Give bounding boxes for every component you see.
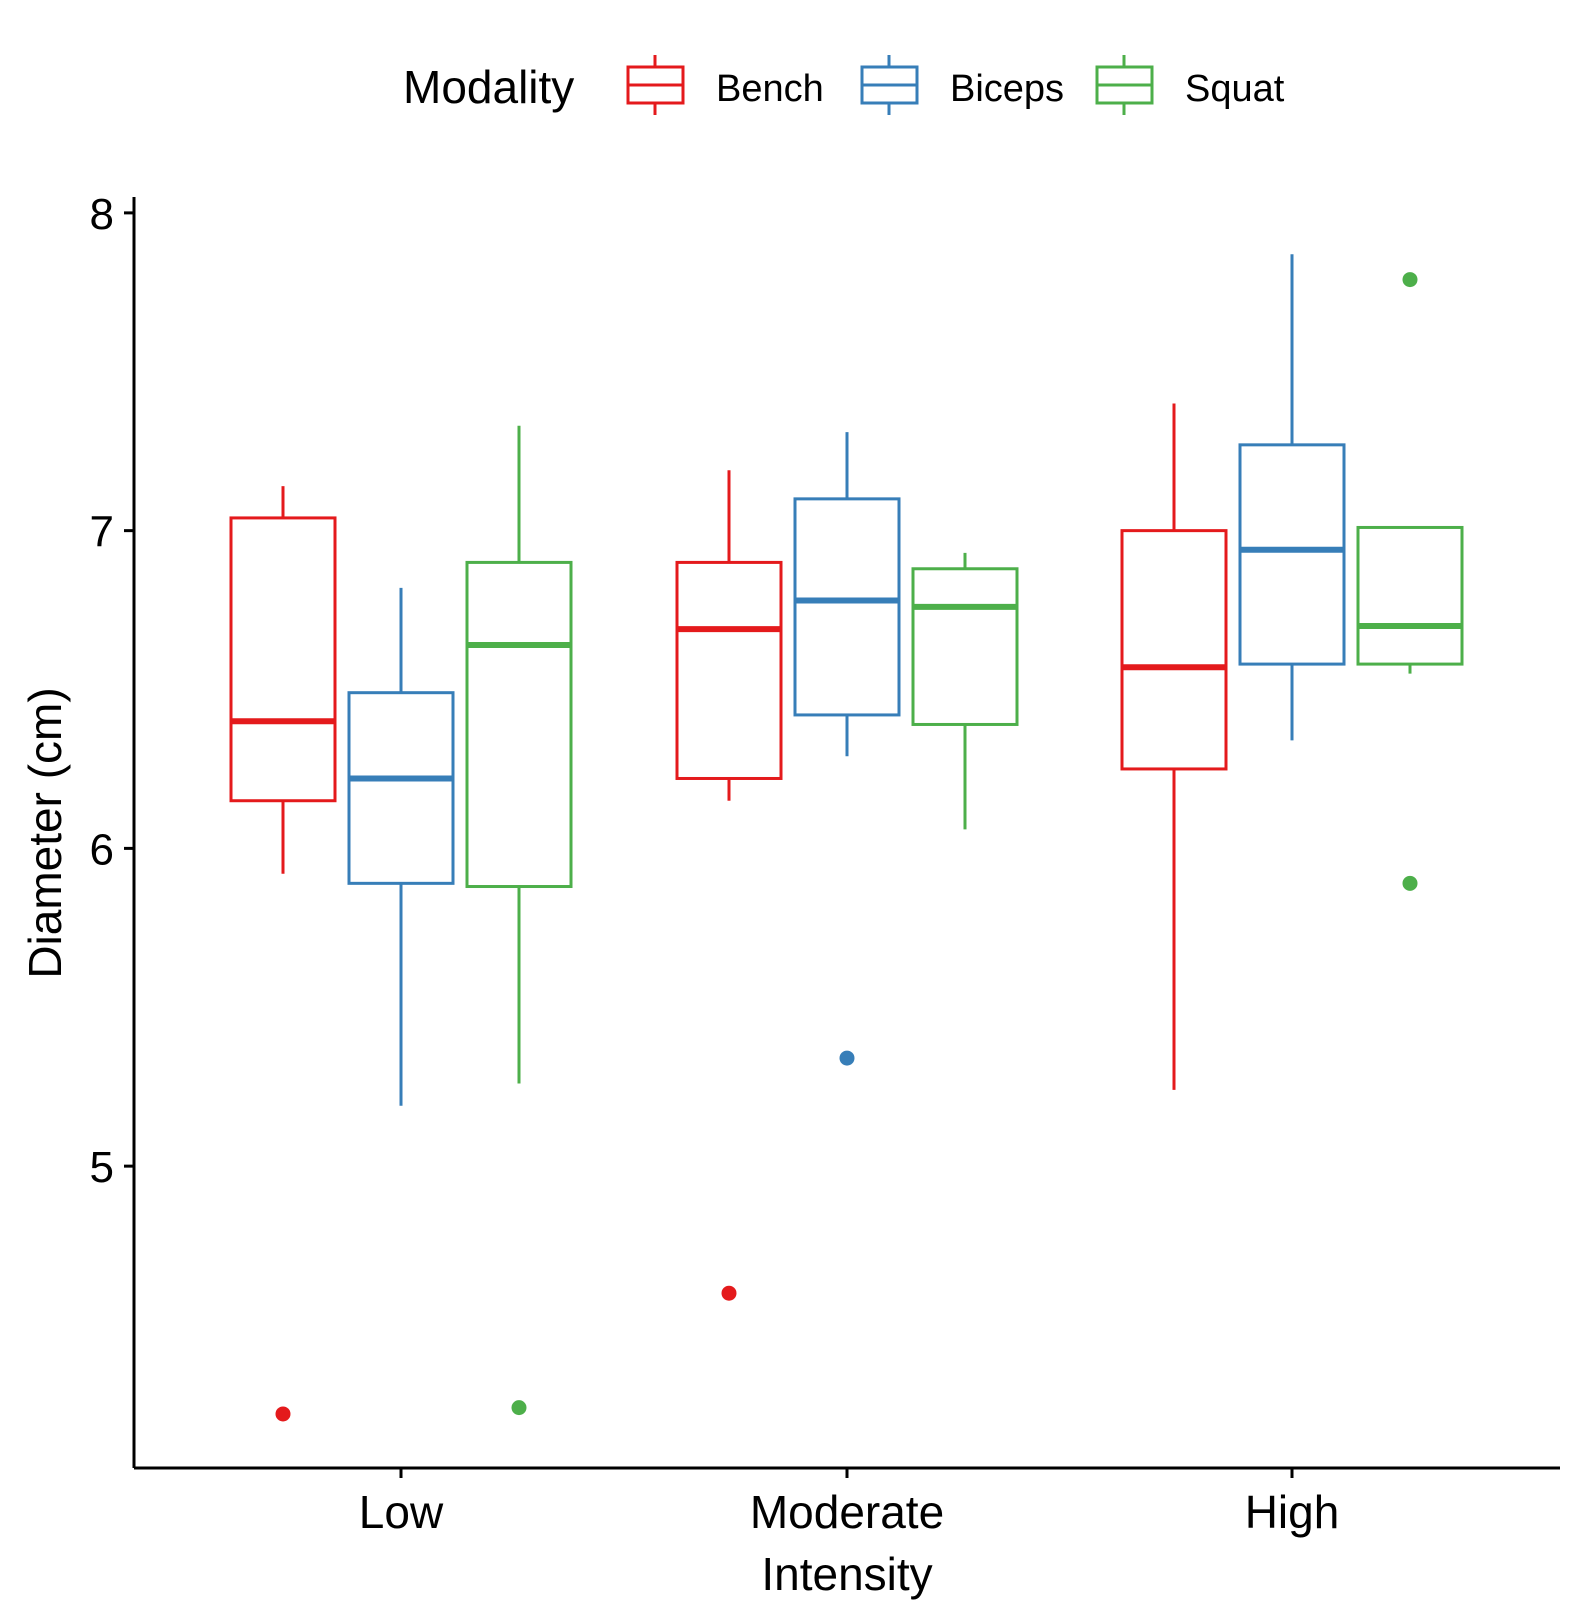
y-ticks: 5 6 7 8 xyxy=(90,190,134,1192)
box-body xyxy=(911,567,1019,726)
box-bench-moderate xyxy=(675,470,783,1301)
box-biceps-moderate xyxy=(793,432,901,1066)
legend-item-label: Bench xyxy=(716,68,824,110)
box-body xyxy=(675,560,783,780)
x-tick-label: Moderate xyxy=(750,1486,944,1538)
outlier-point xyxy=(1402,875,1418,891)
box-body xyxy=(465,560,573,889)
box-biceps-low xyxy=(347,587,455,1106)
x-tick-label: High xyxy=(1245,1486,1340,1538)
box-bench-high xyxy=(1120,403,1228,1090)
outlier-point xyxy=(511,1400,527,1416)
legend: Modality Bench Biceps Squat xyxy=(403,55,1285,115)
outlier-point xyxy=(839,1050,855,1066)
legend-item-bench: Bench xyxy=(626,55,824,115)
legend-items: Bench Biceps Squat xyxy=(626,55,1285,115)
box-squat-low xyxy=(465,425,573,1416)
box-body xyxy=(1238,443,1346,666)
legend-item-squat: Squat xyxy=(1095,55,1285,115)
legend-title: Modality xyxy=(403,61,574,113)
x-ticks: Low Moderate High xyxy=(359,1468,1340,1538)
y-tick-label: 5 xyxy=(90,1143,114,1192)
y-axis-title: Diameter (cm) xyxy=(19,687,71,978)
box-body xyxy=(229,516,337,803)
box-body xyxy=(793,497,901,717)
box-body xyxy=(347,691,455,885)
box-bench-low xyxy=(229,486,337,1422)
y-tick-label: 8 xyxy=(90,190,114,239)
x-axis-title: Intensity xyxy=(761,1548,932,1600)
legend-item-label: Squat xyxy=(1185,68,1285,110)
x-tick-label: Low xyxy=(359,1486,444,1538)
box-squat-high xyxy=(1356,272,1464,891)
axes: 5 6 7 8 Low Moderate High Intensity Diameter … xyxy=(19,190,1560,1600)
outlier-point xyxy=(275,1406,291,1422)
outlier-point xyxy=(721,1285,737,1301)
y-tick-label: 7 xyxy=(90,508,114,557)
box-body xyxy=(1356,525,1464,666)
box-biceps-high xyxy=(1238,254,1346,741)
plot-marks xyxy=(229,254,1464,1422)
legend-item-label: Biceps xyxy=(950,68,1064,110)
legend-item-biceps: Biceps xyxy=(860,55,1064,115)
box-squat-moderate xyxy=(911,552,1019,830)
y-tick-label: 6 xyxy=(90,825,114,874)
box-body xyxy=(1120,529,1228,771)
outlier-point xyxy=(1402,272,1418,288)
